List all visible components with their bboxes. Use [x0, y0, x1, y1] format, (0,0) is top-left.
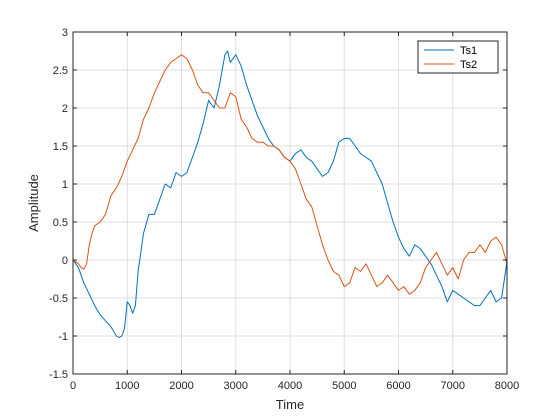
y-tick-label: 2	[62, 103, 68, 115]
y-tick-label: 2.5	[53, 65, 68, 77]
y-tick-label: 1	[62, 179, 68, 191]
series-line-ts1	[72, 50, 508, 338]
x-tick-label: 1000	[115, 380, 139, 392]
legend-label: Ts1	[460, 45, 477, 57]
x-axis-label: Time	[276, 397, 304, 412]
y-tick-label: -0.5	[49, 293, 68, 305]
x-tick-label: 3000	[224, 380, 248, 392]
x-tick-label: 6000	[386, 380, 410, 392]
x-tick-label: 2000	[169, 380, 193, 392]
series-group	[72, 50, 508, 338]
ticks: 0 1000 2000 3000 4000 5000 6000 7000 8000 -1.5 -1 -…	[49, 27, 519, 392]
x-tick-label: 5000	[332, 380, 356, 392]
y-tick-label: -1.5	[49, 369, 68, 381]
y-tick-label: 0.5	[53, 217, 68, 229]
x-tick-label: 4000	[278, 380, 302, 392]
series-line-ts2	[72, 54, 508, 295]
legend-box	[417, 40, 499, 74]
x-tick-label: 7000	[441, 380, 465, 392]
x-tick-label: 8000	[495, 380, 519, 392]
y-tick-label: 3	[62, 27, 68, 39]
y-axis-label: Amplitude	[26, 174, 41, 232]
y-tick-label: 0	[62, 255, 68, 267]
x-tick-label: 0	[70, 380, 76, 392]
legend-label: Ts2	[460, 59, 477, 71]
y-tick-label: -1	[58, 331, 68, 343]
y-tick-label: 1.5	[53, 141, 68, 153]
